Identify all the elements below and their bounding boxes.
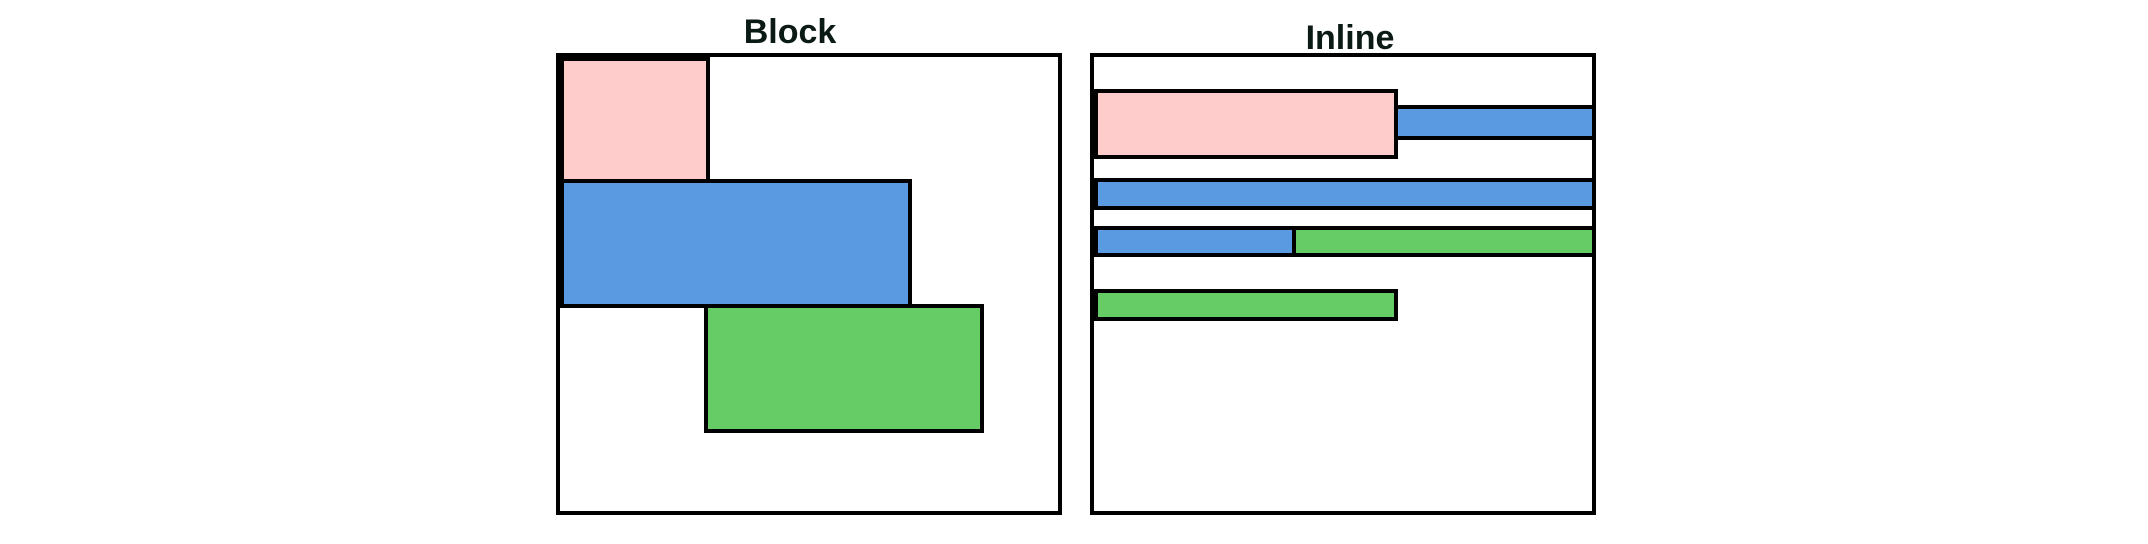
inline-panel bbox=[1090, 53, 1596, 515]
inline-green-segment-2 bbox=[1094, 289, 1398, 321]
inline-blue-segment-3 bbox=[1094, 226, 1296, 257]
inline-blue-segment-2 bbox=[1094, 178, 1596, 210]
block-pink-box bbox=[560, 57, 710, 183]
inline-pink-box bbox=[1094, 89, 1398, 159]
inline-title: Inline bbox=[1305, 19, 1395, 57]
inline-green-segment-1 bbox=[1292, 226, 1596, 257]
inline-blue-segment-1 bbox=[1390, 105, 1596, 140]
block-panel bbox=[556, 53, 1062, 515]
block-title: Block bbox=[743, 13, 837, 51]
block-blue-box bbox=[560, 179, 912, 308]
block-green-box bbox=[704, 304, 984, 433]
